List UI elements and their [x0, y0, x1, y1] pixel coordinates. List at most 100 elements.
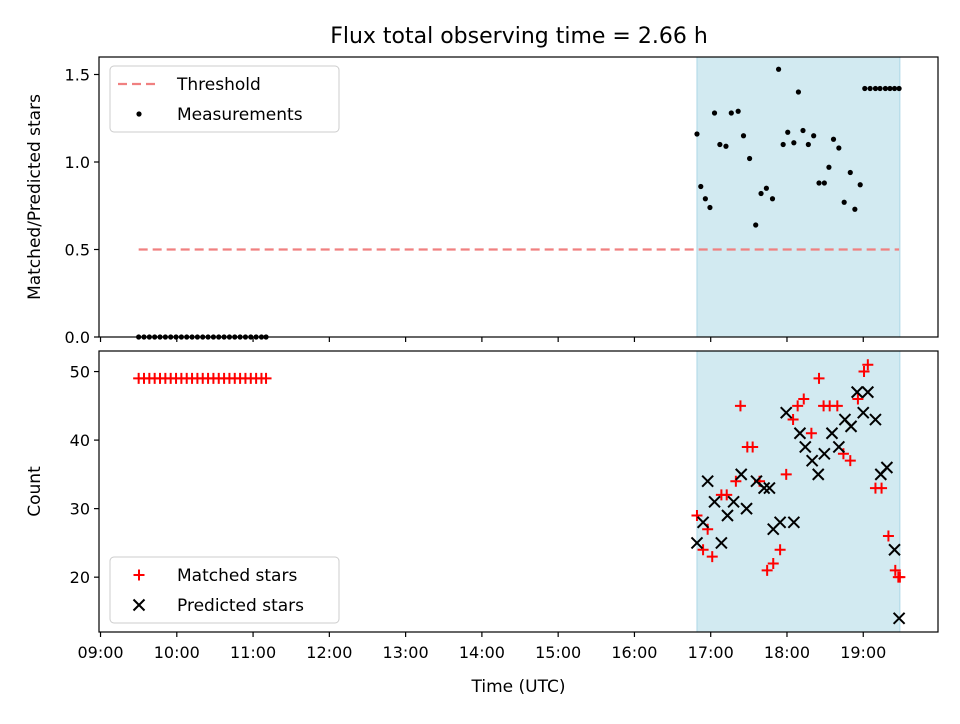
chart-title: Flux total observing time = 2.66 h — [330, 24, 708, 49]
legend-box — [109, 65, 340, 133]
measurement-point — [707, 204, 713, 211]
predicted-star-point — [805, 454, 819, 467]
matched-star-point — [889, 564, 901, 576]
predicted-star-point — [763, 481, 776, 495]
predicted-star-point — [832, 440, 846, 454]
predicted-star-point — [812, 468, 825, 481]
measurement-point — [780, 141, 786, 148]
y-axis-label: Count — [25, 466, 45, 517]
x-tick-label: 13:00 — [383, 643, 429, 662]
predicted-star-point — [844, 420, 858, 433]
legend-entry-label: Matched stars — [177, 566, 297, 586]
measurement-point — [896, 85, 902, 92]
x-axis-label: Time (UTC) — [471, 677, 566, 697]
measurement-point — [728, 110, 734, 116]
predicted-star-point — [880, 461, 894, 474]
legend: Threshold Measurements — [109, 65, 340, 133]
measurement-point — [882, 85, 888, 92]
legend-entry-label: Threshold — [176, 75, 261, 95]
predicted-star-point — [888, 543, 901, 556]
measurement-point — [735, 108, 741, 114]
matched-star-point — [767, 557, 779, 569]
x-tick-label: 11:00 — [230, 643, 276, 662]
measurement-point — [758, 190, 764, 197]
y-tick-label: 1.5 — [65, 66, 90, 85]
matched-star-point — [761, 564, 773, 576]
measurement-point — [841, 199, 847, 205]
x-tick-label: 17:00 — [688, 643, 734, 662]
measurement-point — [811, 133, 817, 139]
measurement-point — [753, 222, 759, 228]
predicted-star-point — [825, 427, 839, 440]
matched-star-point — [792, 400, 804, 412]
predicted-star-point — [869, 413, 882, 426]
measurement-point — [877, 85, 883, 92]
measurement-point — [805, 141, 811, 148]
predicted-star-point — [708, 495, 721, 508]
measurement-point — [791, 140, 797, 146]
observing-span — [696, 350, 901, 633]
matched-star-point — [894, 571, 906, 583]
series-matched-stars — [133, 359, 906, 583]
matched-star-point — [787, 414, 799, 426]
legend-entry-label: Predicted stars — [177, 596, 304, 616]
legend-matched-swatch — [133, 569, 145, 581]
measurement-point — [830, 136, 837, 142]
predicted-star-point — [787, 516, 801, 529]
predicted-star-point — [757, 481, 771, 495]
predicted-star-point — [857, 406, 870, 419]
measurement-point — [698, 183, 704, 190]
predicted-star-point — [773, 516, 787, 529]
x-tick-label: 12:00 — [306, 643, 352, 662]
predicted-star-point — [721, 509, 734, 522]
matched-star-point — [852, 393, 864, 405]
measurement-point — [857, 182, 863, 188]
matched-star-point — [844, 455, 856, 467]
axes-frame — [98, 56, 939, 338]
y-tick-label: 20 — [70, 568, 90, 587]
y-tick-label: 50 — [70, 363, 90, 382]
y-tick-label: 0.5 — [65, 241, 90, 260]
legend-entry-label: Measurements — [177, 105, 303, 125]
y-tick-label: 0.0 — [65, 328, 90, 347]
matched-star-point — [858, 366, 870, 378]
legend-box — [109, 556, 340, 624]
matched-star-point — [780, 468, 792, 480]
matched-star-point — [730, 475, 742, 487]
measurement-point — [795, 89, 802, 95]
x-tick-label: 18:00 — [764, 643, 810, 662]
y-tick-label: 1.0 — [65, 153, 90, 172]
matched-star-point — [798, 393, 810, 405]
predicted-star-point — [818, 447, 831, 461]
predicted-star-point — [740, 502, 753, 515]
measurement-point — [862, 85, 868, 92]
x-tick-label: 09:00 — [77, 643, 123, 662]
measurement-point — [887, 85, 893, 92]
x-tick-label: 19:00 — [840, 643, 886, 662]
measurement-point — [826, 164, 832, 170]
predicted-star-point — [861, 385, 875, 399]
measurement-point — [740, 133, 747, 139]
matched-star-point — [774, 544, 786, 556]
axes-frame — [98, 350, 939, 633]
matched-star-point — [876, 482, 888, 494]
x-tick-label: 16:00 — [611, 643, 657, 662]
measurement-point — [723, 143, 729, 149]
measurement-point — [847, 169, 853, 176]
predicted-star-point — [850, 385, 864, 399]
observing-span — [696, 56, 901, 338]
measurement-point — [816, 180, 822, 186]
top-panel: 0.0 0.5 1.0 1.5 Matched/Predicted stars Thres… — [25, 56, 939, 347]
measurement-point — [867, 85, 873, 92]
measurement-point — [694, 131, 700, 137]
y-tick-label: 40 — [70, 431, 90, 450]
predicted-star-point — [690, 536, 704, 550]
series-predicted-stars — [690, 385, 906, 625]
measurement-point — [785, 129, 791, 135]
matched-star-point — [831, 400, 843, 412]
matched-star-point — [697, 544, 709, 556]
matched-star-point — [862, 359, 874, 371]
matched-star-point — [691, 509, 703, 521]
